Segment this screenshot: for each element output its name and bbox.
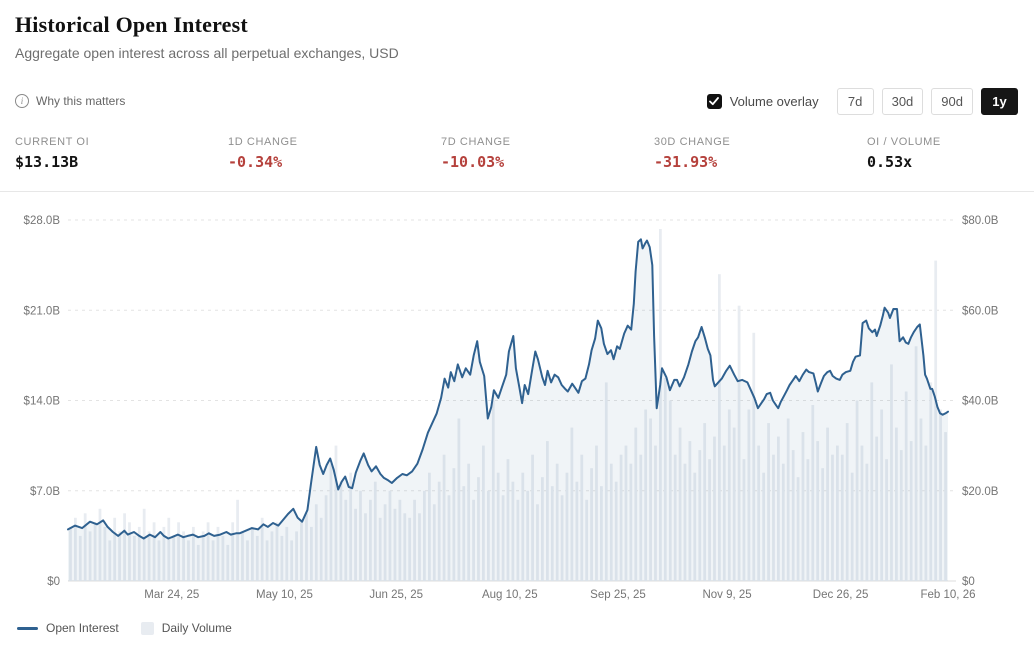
page-subtitle: Aggregate open interest across all perpe… xyxy=(15,45,399,61)
stat-label: 7D CHANGE xyxy=(441,136,511,148)
stat-30d-change: 30D CHANGE -31.93% xyxy=(654,136,867,171)
y-axis-right-tick: $60.0B xyxy=(962,305,999,317)
open-interest-line xyxy=(67,238,949,540)
stat-label: CURRENT OI xyxy=(15,136,90,148)
daily-volume-swatch xyxy=(140,621,154,635)
stat-value: -10.03% xyxy=(441,153,505,171)
y-axis-left-tick: $7.0B xyxy=(30,486,60,498)
volume-overlay-checkbox[interactable] xyxy=(706,93,722,109)
x-axis-tick: Aug 10, 25 xyxy=(482,589,538,601)
stats-divider xyxy=(0,191,1034,192)
stat-value: -31.93% xyxy=(654,153,718,171)
check-icon xyxy=(709,96,720,105)
info-icon: i xyxy=(15,94,29,108)
stat-current-oi: CURRENT OI $13.13B xyxy=(15,136,228,171)
why-this-matters-toggle[interactable]: i Why this matters xyxy=(15,94,125,108)
legend-item-open-interest[interactable]: Open Interest xyxy=(17,621,119,635)
stat-1d-change: 1D CHANGE -0.34% xyxy=(228,136,441,171)
why-this-matters-label: Why this matters xyxy=(36,94,126,108)
y-axis-left-tick: $28.0B xyxy=(24,215,61,227)
chart-controls: Volume overlay 7d 30d 90d 1y xyxy=(706,87,1018,115)
y-axis-right-tick: $20.0B xyxy=(962,486,999,498)
range-button-1y[interactable]: 1y xyxy=(981,87,1018,115)
stat-label: 1D CHANGE xyxy=(228,136,298,148)
chart-legend: Open Interest Daily Volume xyxy=(17,621,1034,635)
range-button-7d[interactable]: 7d xyxy=(836,87,874,115)
range-button-30d[interactable]: 30d xyxy=(881,87,924,115)
volume-bars-group xyxy=(69,229,947,582)
x-axis-tick: May 10, 25 xyxy=(256,589,313,601)
stat-value: 0.53x xyxy=(867,153,913,171)
x-axis-tick: Mar 24, 25 xyxy=(144,589,199,601)
stat-value: -0.34% xyxy=(228,153,283,171)
volume-overlay-label[interactable]: Volume overlay xyxy=(729,93,819,109)
y-axis-right-tick: $40.0B xyxy=(962,396,999,408)
y-axis-right-tick: $80.0B xyxy=(962,215,999,227)
toolbar: i Why this matters Volume overlay 7d 30d… xyxy=(0,87,1034,115)
range-button-90d[interactable]: 90d xyxy=(931,87,973,115)
x-axis-tick: Feb 10, 26 xyxy=(921,589,976,601)
y-axis-left-tick: $0 xyxy=(47,576,60,588)
x-axis-tick: Dec 26, 25 xyxy=(813,589,869,601)
header: Historical Open Interest Aggregate open … xyxy=(0,0,1034,61)
stat-label: 30D CHANGE xyxy=(654,136,731,148)
stat-label: OI / VOLUME xyxy=(867,136,941,148)
stat-7d-change: 7D CHANGE -10.03% xyxy=(441,136,654,171)
stats-row: CURRENT OI $13.13B 1D CHANGE -0.34% 7D C… xyxy=(0,136,1034,171)
legend-item-daily-volume[interactable]: Daily Volume xyxy=(140,621,232,635)
chart-canvas[interactable]: $28.0B $80.0B $21.0B $60.0B $14.0B $40.0B $7.0… xyxy=(0,201,1034,613)
open-interest-area xyxy=(68,239,948,582)
x-axis-tick: Jun 25, 25 xyxy=(369,589,423,601)
x-axis-tick: Nov 9, 25 xyxy=(702,589,751,601)
stat-oi-volume-ratio: OI / VOLUME 0.53x xyxy=(867,136,1034,171)
page-title: Historical Open Interest xyxy=(15,12,248,37)
y-axis-left-tick: $21.0B xyxy=(24,305,61,317)
legend-label: Daily Volume xyxy=(161,621,232,635)
y-axis-left-tick: $14.0B xyxy=(24,396,61,408)
chart-area: $28.0B $80.0B $21.0B $60.0B $14.0B $40.0B $7.0… xyxy=(0,201,1034,613)
legend-label: Open Interest xyxy=(46,621,119,635)
x-axis-tick: Sep 25, 25 xyxy=(590,589,646,601)
open-interest-line-swatch xyxy=(17,626,38,630)
stat-value: $13.13B xyxy=(15,153,79,171)
y-axis-right-tick: $0 xyxy=(962,576,975,588)
